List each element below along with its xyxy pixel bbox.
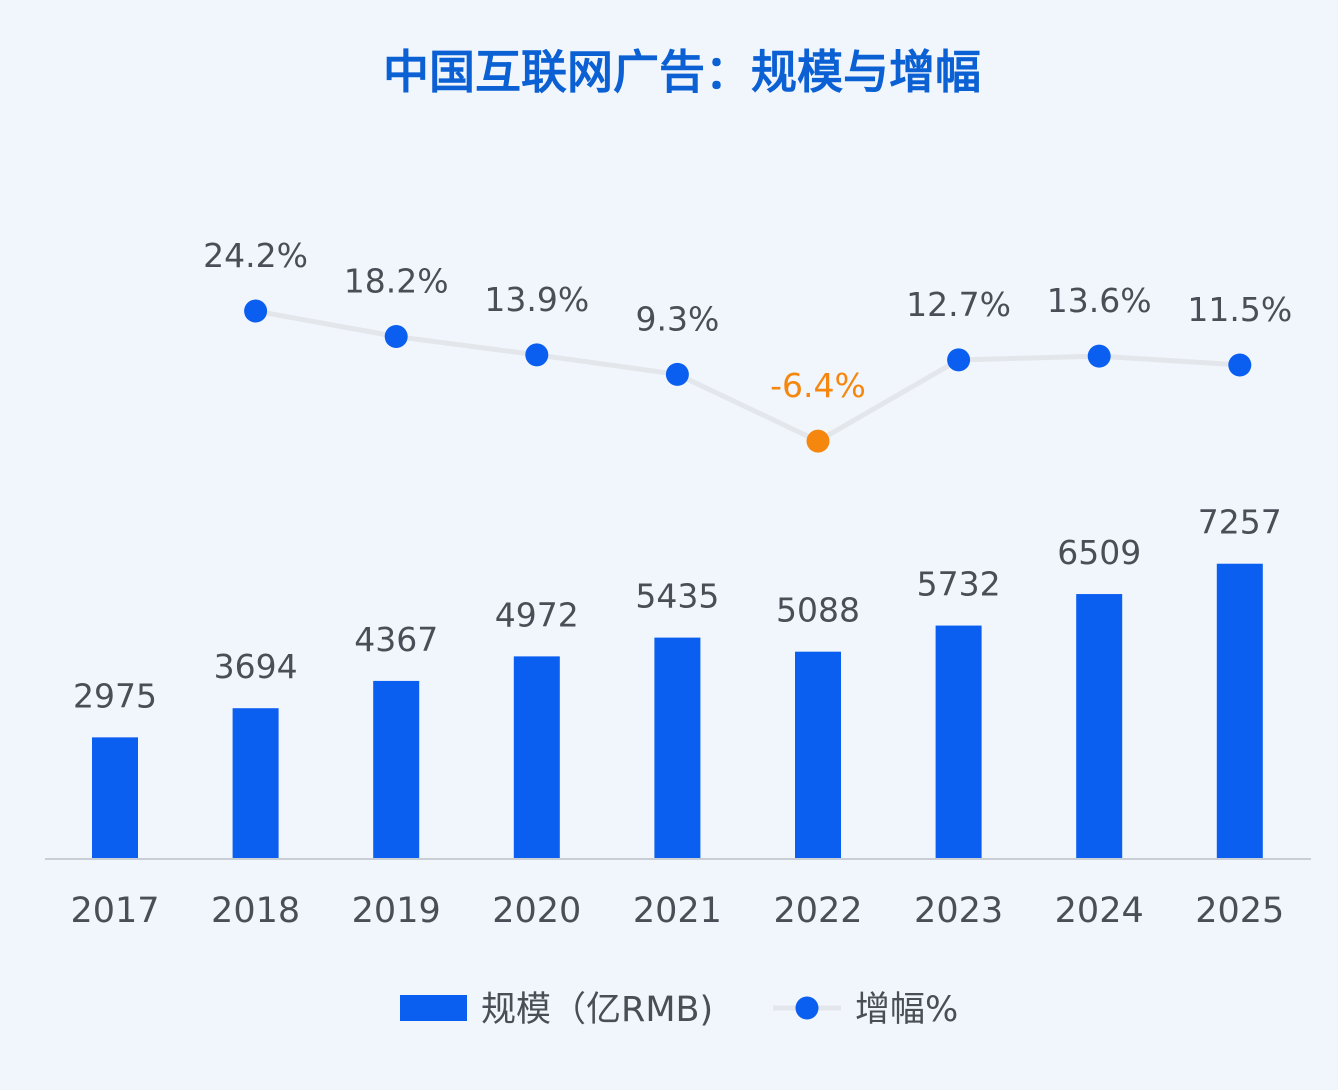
bar-2019 [373, 680, 420, 858]
bar-label-2022: 5088 [776, 591, 860, 630]
bar-label-2023: 5732 [917, 565, 1001, 604]
legend-bar-swatch [400, 995, 467, 1021]
x-tick-2024: 2024 [1055, 891, 1144, 931]
growth-label-2025: 11.5% [1187, 290, 1292, 329]
x-tick-2025: 2025 [1195, 891, 1284, 931]
bar-2025 [1216, 563, 1263, 858]
legend-line-label: 增幅% [855, 990, 958, 1030]
bar-label-2024: 6509 [1057, 533, 1141, 572]
bar-label-2020: 4972 [495, 595, 579, 634]
growth-point-2020 [525, 343, 549, 367]
x-tick-2023: 2023 [914, 891, 1003, 931]
x-tick-2017: 2017 [70, 891, 159, 931]
growth-point-2022 [806, 429, 830, 453]
bar-2020 [513, 656, 560, 858]
x-tick-2020: 2020 [492, 891, 581, 931]
growth-label-2022: -6.4% [770, 366, 866, 405]
legend-line-marker [795, 996, 819, 1020]
growth-label-2023: 12.7% [906, 285, 1011, 324]
bar-label-2025: 7257 [1198, 503, 1282, 542]
growth-point-2018 [244, 299, 268, 323]
growth-label-2019: 18.2% [344, 262, 449, 301]
growth-point-2021 [665, 362, 689, 386]
growth-label-2024: 13.6% [1047, 281, 1152, 320]
growth-point-2019 [384, 325, 408, 349]
bar-2021 [654, 637, 701, 858]
growth-point-2024 [1087, 344, 1111, 368]
growth-point-2025 [1228, 353, 1252, 377]
growth-line [255, 308, 1240, 444]
growth-label-2021: 9.3% [635, 299, 719, 338]
growth-label-2020: 13.9% [484, 280, 589, 319]
x-axis: 2017 2018 2019 2020 2021 2022 2023 2024 2025 [45, 858, 1311, 931]
x-tick-2018: 2018 [211, 891, 300, 931]
x-tick-2021: 2021 [633, 891, 722, 931]
legend: 规模（亿RMB) 增幅% [400, 990, 958, 1030]
chart-title: 中国互联网广告：规模与增幅 [383, 45, 981, 99]
bar-label-2021: 5435 [635, 577, 719, 616]
bar-label-2019: 4367 [354, 620, 438, 659]
growth-label-2018: 24.2% [203, 236, 308, 275]
x-tick-2019: 2019 [352, 891, 441, 931]
bar-2022 [795, 651, 841, 858]
bar-2024 [1076, 594, 1123, 858]
growth-line-layer: 24.2% 18.2% 13.9% 9.3% -6.4% 12.7% 13.6% 11.5% [203, 236, 1292, 453]
bar-label-2017: 2975 [73, 676, 157, 715]
bar-label-2018: 3694 [214, 647, 298, 686]
bar-2018 [232, 708, 279, 858]
x-tick-2022: 2022 [773, 891, 862, 931]
bar-2023 [935, 625, 982, 858]
growth-point-2023 [947, 348, 971, 372]
bars-layer: 2975 3694 4367 4972 5435 5088 5732 6509 7257 [73, 503, 1282, 858]
bar-2017 [92, 737, 138, 858]
legend-bar-label: 规模（亿RMB) [481, 990, 713, 1030]
